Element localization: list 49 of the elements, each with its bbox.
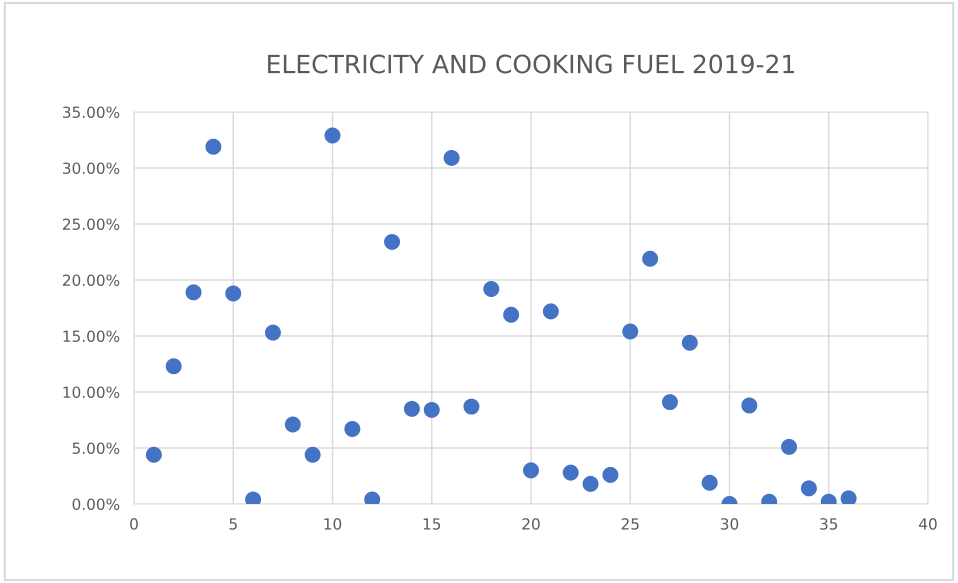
y-tick-label: 5.00% <box>72 442 120 454</box>
point <box>523 462 539 478</box>
point <box>840 490 857 504</box>
point <box>562 464 579 481</box>
point <box>800 480 817 496</box>
chart-title: ELECTRICITY AND COOKING FUEL 2019-21 <box>268 54 794 74</box>
x-tick-label: 20 <box>522 518 540 530</box>
point <box>682 334 698 351</box>
y-tick-label: 15.00% <box>64 330 120 342</box>
y-tick-label: 30.00% <box>63 162 120 174</box>
point <box>602 466 618 483</box>
x-tick-label: 40 <box>919 518 937 530</box>
point <box>166 358 182 374</box>
point <box>186 284 202 300</box>
x-tick-label: 30 <box>720 518 738 530</box>
y-tick-label: 10.00% <box>64 386 120 398</box>
y-tick-label: 20.00% <box>62 274 120 286</box>
point <box>304 446 321 463</box>
point <box>542 303 559 320</box>
point <box>146 446 162 463</box>
x-tick-label: 5 <box>230 518 237 530</box>
point <box>642 250 658 267</box>
point <box>264 324 281 341</box>
x-tick-label: 25 <box>622 518 639 530</box>
point <box>344 420 360 437</box>
point <box>404 400 420 417</box>
point <box>463 398 480 415</box>
x-tick-label: 35 <box>820 518 838 530</box>
point <box>702 474 718 491</box>
point <box>781 438 798 455</box>
point <box>205 138 222 155</box>
point <box>741 397 758 414</box>
point <box>444 150 460 166</box>
x-tick-label: 10 <box>324 518 342 530</box>
point <box>384 234 400 250</box>
point <box>225 285 242 302</box>
point <box>622 324 638 340</box>
point <box>582 476 599 492</box>
point <box>483 280 500 297</box>
point <box>662 394 678 410</box>
y-tick-label: 0.00% <box>72 498 120 510</box>
point <box>424 402 440 418</box>
x-tick-label: 0 <box>130 518 138 530</box>
y-tick-label: 25.00% <box>62 218 120 230</box>
point <box>324 128 340 144</box>
x-tick-label: 15 <box>424 518 440 530</box>
point <box>284 416 301 432</box>
y-tick-label: 35.00% <box>63 106 120 118</box>
point <box>503 306 520 323</box>
